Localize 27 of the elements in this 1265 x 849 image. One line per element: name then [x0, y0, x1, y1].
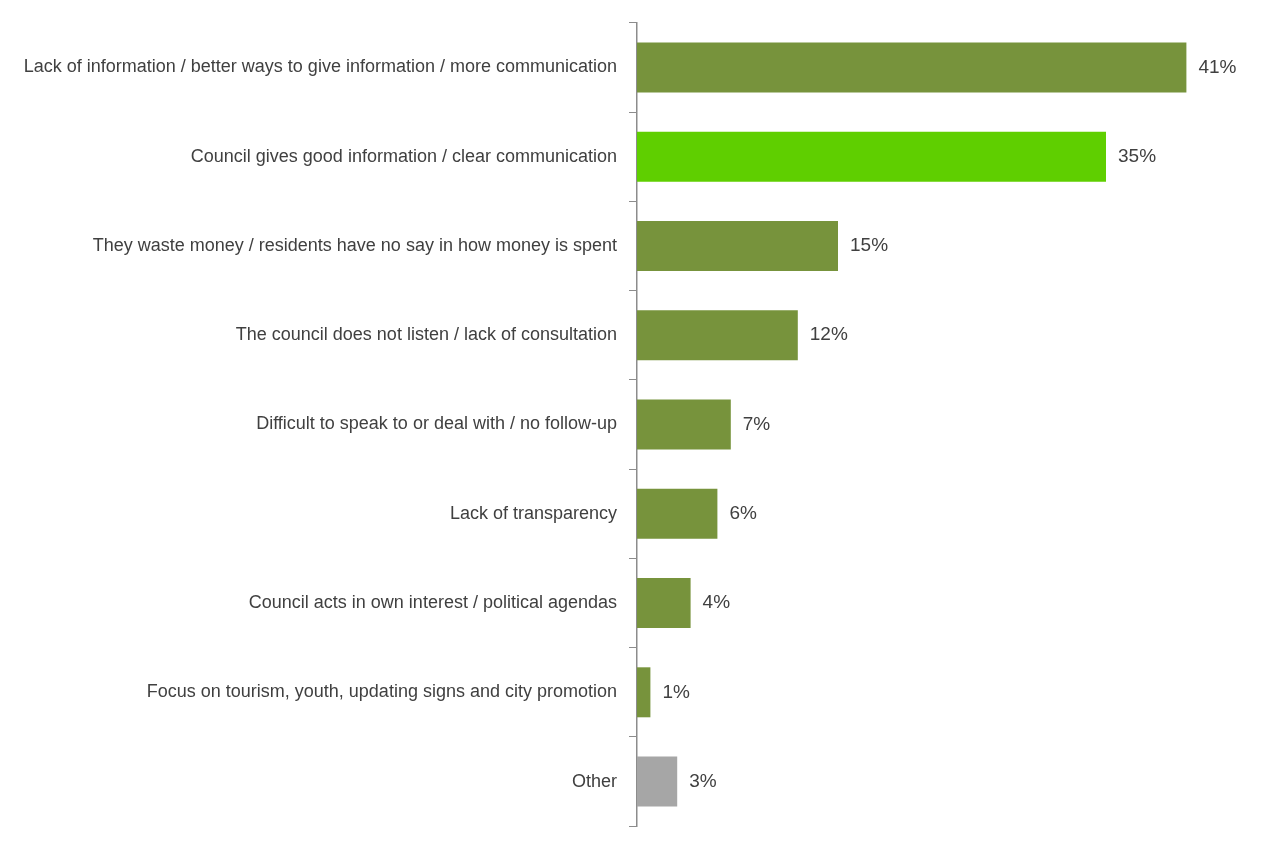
y-tick-label: Focus on tourism, youth, updating signs and city promotion	[146, 681, 617, 702]
y-tick-label: Council gives good information / clear communication	[190, 145, 617, 166]
data-label: 6%	[729, 502, 757, 523]
bar	[637, 667, 651, 718]
bar	[637, 42, 1187, 93]
y-tick-label: Lack of information / better ways to give information / more communication	[23, 56, 617, 77]
bar	[637, 220, 838, 271]
data-label: 12%	[809, 323, 848, 345]
y-tick-label: They waste money / residents have no say in how money is spent	[92, 234, 617, 255]
bar	[637, 310, 798, 361]
data-label: 7%	[742, 412, 771, 434]
y-tick-label: Lack of transparency	[449, 502, 617, 523]
data-label: 15%	[850, 234, 889, 256]
data-label: 4%	[702, 591, 731, 613]
data-label: 41%	[1198, 55, 1237, 77]
y-tick-label: The council does not listen / lack of consultation	[235, 324, 617, 345]
bar	[637, 399, 731, 450]
data-label: 3%	[689, 769, 717, 791]
y-tick-label: Difficult to speak to or deal with / no follow-up	[256, 413, 617, 434]
data-label: 1%	[662, 680, 690, 702]
bar	[637, 488, 718, 539]
bar	[637, 756, 678, 807]
bar	[637, 131, 1106, 182]
y-tick-label: Council acts in own interest / political agendas	[248, 592, 617, 612]
bar	[637, 578, 691, 629]
data-label: 35%	[1118, 144, 1157, 166]
y-tick-label: Other	[571, 770, 617, 791]
